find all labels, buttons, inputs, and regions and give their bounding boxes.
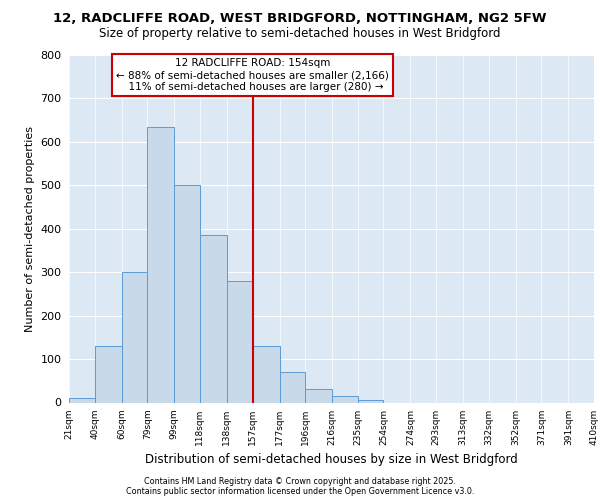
X-axis label: Distribution of semi-detached houses by size in West Bridgford: Distribution of semi-detached houses by … xyxy=(145,454,518,466)
Bar xyxy=(227,281,253,402)
Bar xyxy=(69,398,95,402)
Y-axis label: Number of semi-detached properties: Number of semi-detached properties xyxy=(25,126,35,332)
Bar xyxy=(253,346,280,403)
Text: 12 RADCLIFFE ROAD: 154sqm
← 88% of semi-detached houses are smaller (2,166)
  11: 12 RADCLIFFE ROAD: 154sqm ← 88% of semi-… xyxy=(116,58,389,92)
Text: Size of property relative to semi-detached houses in West Bridgford: Size of property relative to semi-detach… xyxy=(99,28,501,40)
Bar xyxy=(122,272,147,402)
Bar xyxy=(95,346,122,403)
Bar xyxy=(305,390,332,402)
Text: Contains HM Land Registry data © Crown copyright and database right 2025.: Contains HM Land Registry data © Crown c… xyxy=(144,477,456,486)
Text: Contains public sector information licensed under the Open Government Licence v3: Contains public sector information licen… xyxy=(126,487,474,496)
Bar xyxy=(280,372,305,402)
Bar xyxy=(358,400,383,402)
Bar xyxy=(332,396,358,402)
Text: 12, RADCLIFFE ROAD, WEST BRIDGFORD, NOTTINGHAM, NG2 5FW: 12, RADCLIFFE ROAD, WEST BRIDGFORD, NOTT… xyxy=(53,12,547,26)
Bar xyxy=(174,186,200,402)
Bar xyxy=(147,126,174,402)
Bar xyxy=(200,236,227,402)
